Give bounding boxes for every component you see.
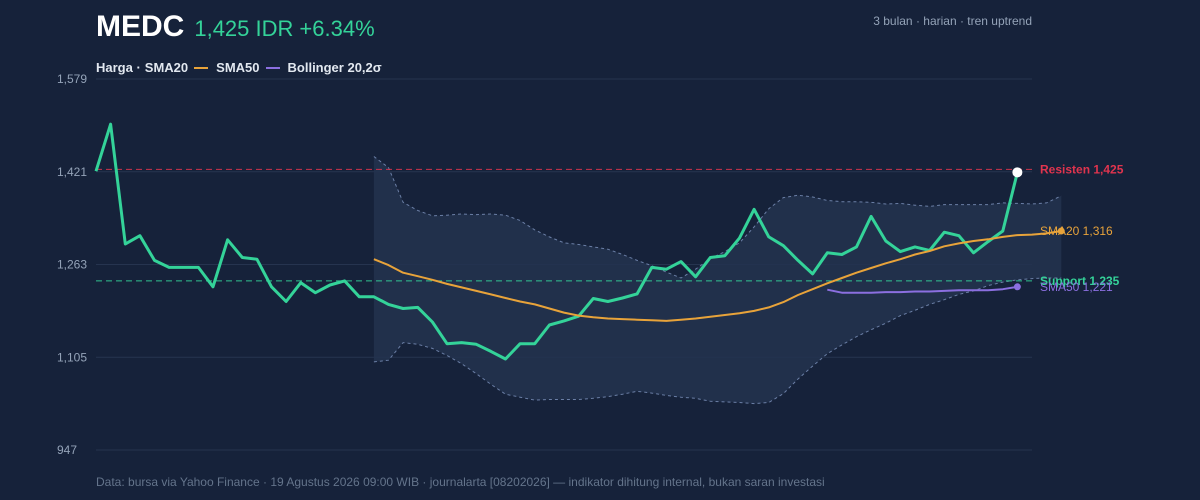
series-harga <box>94 122 1019 361</box>
series-sma50-label: SMA50 1,221 <box>1040 280 1113 294</box>
y-tick-label: 1,263 <box>57 258 87 272</box>
y-tick-label: 947 <box>57 443 77 457</box>
chart-footer: Data: bursa via Yahoo Finance · 19 Agust… <box>96 475 825 489</box>
support-label: Support 1,235 <box>1040 274 1120 288</box>
ticker-symbol: MEDC <box>96 10 185 43</box>
chart-legend: Harga · SMA20 SMA50 Bollinger 20,2σ <box>96 60 382 75</box>
last-price-marker <box>1012 167 1023 178</box>
legend-sma20: SMA20 <box>144 60 189 75</box>
y-tick-label: 1,579 <box>57 72 87 86</box>
legend-price: Harga · <box>96 60 141 75</box>
legend-sma20-swatch <box>194 66 209 69</box>
legend-sma50: SMA50 <box>216 60 260 75</box>
series-sma50-end-marker <box>1013 283 1021 291</box>
series-sma20 <box>373 230 1062 322</box>
series-sma50 <box>827 285 1018 294</box>
legend-bollinger: Bollinger 20,2σ <box>287 60 382 75</box>
price-change: +6.34% <box>299 16 375 41</box>
bollinger-band <box>373 156 1062 404</box>
series-sma20-end-marker <box>1057 227 1065 235</box>
legend-sma50-swatch <box>265 66 280 69</box>
chart-header: MEDC 1,425 IDR +6.34% <box>96 10 375 44</box>
y-tick-label: 1,105 <box>57 350 87 364</box>
series-sma20-label: SMA20 1,316 <box>1040 224 1113 238</box>
y-tick-label: 1,421 <box>57 165 87 179</box>
resisten-label: Resisten 1,425 <box>1040 162 1124 176</box>
bollinger-lower-line <box>373 277 1062 405</box>
chart-meta: 3 bulan · harian · tren uptrend <box>873 14 1032 28</box>
last-price: 1,425 IDR <box>194 16 294 41</box>
